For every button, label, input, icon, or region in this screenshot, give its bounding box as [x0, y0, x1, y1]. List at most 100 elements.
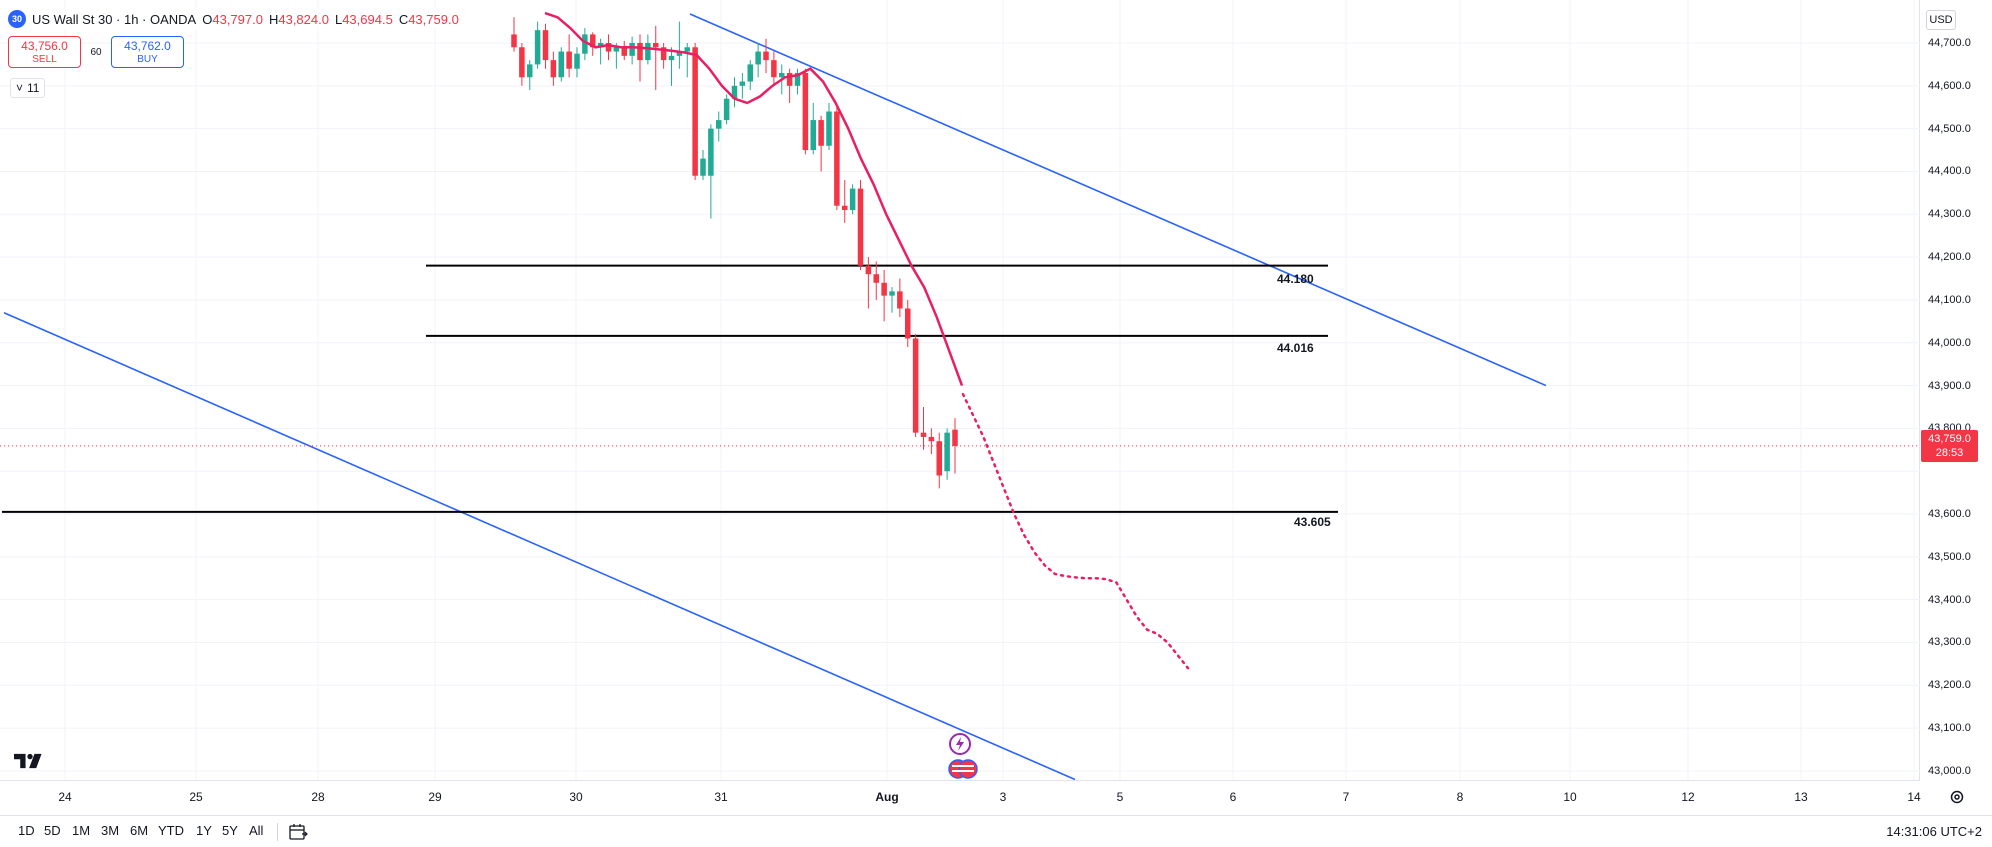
- channel-upper-line: [689, 13, 1547, 387]
- utc-clock[interactable]: 14:31:06 UTC+2: [1886, 824, 1982, 839]
- candle-body: [660, 47, 667, 61]
- symbol-title[interactable]: US Wall St 30 · 1h · OANDA: [32, 11, 197, 27]
- price-axis[interactable]: 44,700.0 44,600.0 44,500.0 44,400.0 44,300.0…: [1920, 0, 1992, 780]
- price-tick-label: 44,400.0: [1928, 165, 1971, 178]
- time-tick-label: 5: [1116, 790, 1124, 804]
- candle-body: [912, 338, 919, 433]
- price-tick-label: 44,000.0: [1928, 336, 1971, 349]
- gear-icon[interactable]: [1947, 787, 1967, 807]
- spread-value: 60: [90, 46, 102, 58]
- buy-label: BUY: [137, 54, 158, 65]
- indicators-count: 11: [27, 81, 40, 95]
- tradingview-logo-icon[interactable]: [14, 752, 46, 770]
- buy-button[interactable]: 43,762.0 BUY: [111, 36, 184, 68]
- range-button-1y[interactable]: 1Y: [196, 823, 212, 838]
- range-button-ytd[interactable]: YTD: [158, 823, 184, 838]
- candle-body: [818, 120, 824, 146]
- candle-body: [865, 265, 872, 275]
- candle-body: [904, 308, 911, 339]
- candle-body: [526, 64, 533, 78]
- candle-body: [936, 441, 943, 476]
- price-tick-label: 43,900.0: [1928, 379, 1971, 392]
- candle-body: [810, 120, 817, 151]
- time-tick-label: 10: [1563, 790, 1577, 804]
- candle-body: [920, 432, 927, 437]
- candle-body: [589, 34, 596, 48]
- sell-price: 43,756.0: [21, 39, 68, 53]
- range-button-1d[interactable]: 1D: [18, 823, 35, 838]
- chevron-down-icon: ˅: [16, 81, 24, 95]
- ohlc-close: C43,759.0: [398, 11, 459, 27]
- time-tick-label: 12: [1681, 790, 1695, 804]
- time-tick-label: 14: [1907, 790, 1921, 804]
- candle-body: [889, 291, 895, 296]
- last-price-tag: 43,759.0 28:53: [1921, 429, 1978, 462]
- candle-body: [841, 205, 848, 210]
- candle-body: [550, 60, 557, 78]
- candle-body: [700, 158, 706, 176]
- range-button-5y[interactable]: 5Y: [222, 823, 238, 838]
- time-tick-label: 28: [311, 790, 325, 804]
- price-tick-label: 43,600.0: [1928, 508, 1971, 521]
- candle-body: [597, 43, 604, 48]
- price-tick-label: 43,300.0: [1928, 636, 1971, 649]
- candle-body: [645, 43, 651, 61]
- trade-buttons: 43,756.0 SELL 60 43,762.0 BUY: [8, 36, 184, 68]
- price-tick-label: 44,600.0: [1928, 79, 1971, 92]
- candle-body: [747, 64, 754, 82]
- candle-body: [511, 34, 517, 48]
- candle-body: [897, 291, 903, 309]
- price-chart[interactable]: [0, 0, 1920, 780]
- candle-body: [519, 47, 525, 78]
- calendar-range-icon[interactable]: [288, 823, 308, 841]
- chart-area[interactable]: 30 US Wall St 30 · 1h · OANDA O43,797.0 …: [0, 0, 1920, 780]
- price-tick-label: 44,300.0: [1928, 208, 1971, 221]
- sell-button[interactable]: 43,756.0 SELL: [8, 36, 81, 68]
- ema-line: [544, 11, 964, 386]
- candle-body: [881, 282, 887, 296]
- candle-body: [566, 51, 572, 69]
- candle-body: [739, 81, 746, 86]
- candle-body: [826, 111, 832, 146]
- price-tick-label: 44,100.0: [1928, 293, 1971, 306]
- candle-body: [558, 51, 565, 78]
- candle-body: [763, 51, 769, 61]
- candle-body: [582, 34, 588, 54]
- candle-body: [534, 30, 541, 65]
- candle-body: [786, 72, 793, 86]
- price-tick-label: 44,700.0: [1928, 37, 1971, 49]
- candle-body: [692, 47, 698, 176]
- symbol-logo-icon: 30: [8, 10, 26, 28]
- candle-body: [857, 188, 864, 266]
- ohlc-open: O43,797.0: [202, 11, 263, 27]
- price-tick-label: 43,400.0: [1928, 593, 1971, 606]
- lightning-event-icon[interactable]: [949, 733, 971, 755]
- candle-body: [928, 436, 935, 442]
- range-button-5d[interactable]: 5D: [44, 823, 61, 838]
- us-flag-event-icon[interactable]: [948, 758, 978, 780]
- range-button-6m[interactable]: 6M: [130, 823, 149, 838]
- candle-body: [944, 432, 950, 472]
- candle-body: [629, 43, 635, 56]
- range-button-all[interactable]: All: [249, 823, 264, 838]
- candle-body: [684, 47, 691, 52]
- currency-selector[interactable]: USD: [1926, 10, 1956, 30]
- candle-body: [574, 53, 580, 69]
- bar-countdown: 28:53: [1935, 446, 1964, 459]
- range-button-1m[interactable]: 1M: [72, 823, 91, 838]
- price-tick-label: 44,500.0: [1928, 122, 1971, 135]
- candle-body: [873, 274, 880, 283]
- candle-body: [676, 51, 683, 56]
- projection-dotted-line: [961, 392, 1190, 670]
- time-tick-label: 24: [58, 790, 72, 804]
- indicators-toggle-button[interactable]: ˅ 11: [10, 78, 46, 98]
- candle-body: [731, 85, 738, 99]
- price-tick-label: 43,200.0: [1928, 679, 1971, 692]
- candle-body: [794, 72, 801, 86]
- time-axis[interactable]: 24 25 28 29 30 31 Aug 3 5 6 7 8 10 12 13 14: [0, 780, 1921, 810]
- symbol-legend: 30 US Wall St 30 · 1h · OANDA O43,797.0 …: [8, 8, 459, 30]
- candle-body: [849, 188, 856, 210]
- level-label-44180: 44.180: [1277, 272, 1314, 286]
- level-label-43605: 43.605: [1294, 515, 1331, 529]
- range-button-3m[interactable]: 3M: [101, 823, 120, 838]
